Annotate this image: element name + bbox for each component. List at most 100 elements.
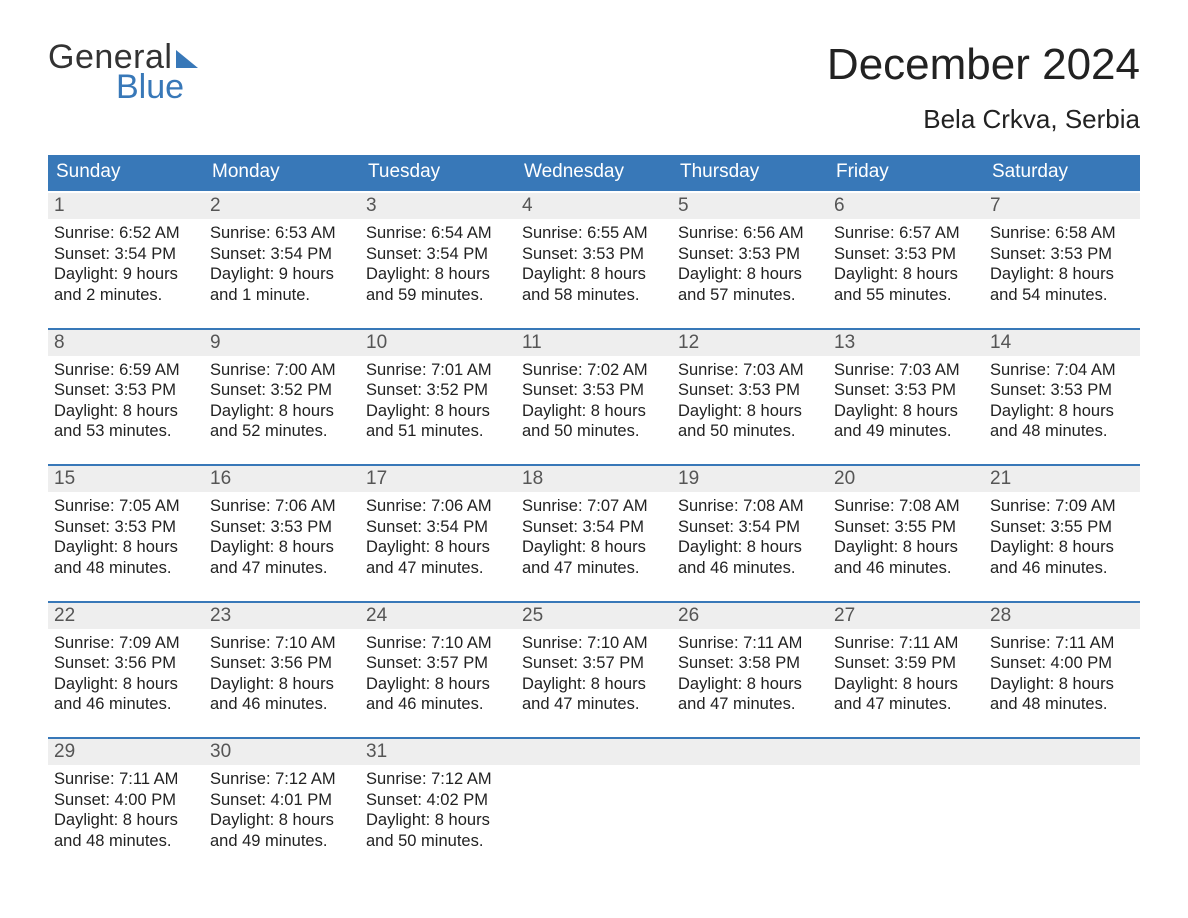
sunset-line: Sunset: 4:00 PM (54, 790, 198, 811)
day-number: 26 (672, 603, 828, 629)
daylight-line-1: Daylight: 8 hours (990, 401, 1134, 422)
day-cell: Sunrise: 6:54 AMSunset: 3:54 PMDaylight:… (360, 219, 516, 312)
day-cell: Sunrise: 7:10 AMSunset: 3:56 PMDaylight:… (204, 629, 360, 722)
day-number: 22 (48, 603, 204, 629)
day-number: 15 (48, 466, 204, 492)
daylight-line-1: Daylight: 8 hours (366, 264, 510, 285)
day-number: 7 (984, 193, 1140, 219)
day-cell: Sunrise: 7:12 AMSunset: 4:01 PMDaylight:… (204, 765, 360, 858)
day-number-strip: 293031.... (48, 739, 1140, 765)
day-cell: Sunrise: 6:55 AMSunset: 3:53 PMDaylight:… (516, 219, 672, 312)
header: General Blue December 2024 Bela Crkva, S… (48, 40, 1140, 135)
sunset-line: Sunset: 3:53 PM (678, 244, 822, 265)
daylight-line-2: and 48 minutes. (990, 421, 1134, 442)
day-number: 4 (516, 193, 672, 219)
day-number: 8 (48, 330, 204, 356)
daylight-line-2: and 46 minutes. (210, 694, 354, 715)
sunrise-line: Sunrise: 7:08 AM (678, 496, 822, 517)
day-number: 9 (204, 330, 360, 356)
day-cell: Sunrise: 7:09 AMSunset: 3:56 PMDaylight:… (48, 629, 204, 722)
day-number: 23 (204, 603, 360, 629)
day-number: 13 (828, 330, 984, 356)
daylight-line-2: and 54 minutes. (990, 285, 1134, 306)
daylight-line-2: and 47 minutes. (522, 558, 666, 579)
daylight-line-1: Daylight: 8 hours (522, 264, 666, 285)
sunset-line: Sunset: 3:57 PM (366, 653, 510, 674)
week-row: 22232425262728Sunrise: 7:09 AMSunset: 3:… (48, 601, 1140, 722)
days-of-week-row: SundayMondayTuesdayWednesdayThursdayFrid… (48, 155, 1140, 191)
day-number: 19 (672, 466, 828, 492)
sunrise-line: Sunrise: 7:10 AM (522, 633, 666, 654)
sunset-line: Sunset: 3:58 PM (678, 653, 822, 674)
sunrise-line: Sunrise: 6:52 AM (54, 223, 198, 244)
sunrise-line: Sunrise: 7:08 AM (834, 496, 978, 517)
daylight-line-2: and 53 minutes. (54, 421, 198, 442)
daylight-line-2: and 58 minutes. (522, 285, 666, 306)
daylight-line-1: Daylight: 8 hours (366, 401, 510, 422)
daylight-line-1: Daylight: 9 hours (54, 264, 198, 285)
sunrise-line: Sunrise: 7:10 AM (210, 633, 354, 654)
day-number: 14 (984, 330, 1140, 356)
sunset-line: Sunset: 3:53 PM (834, 380, 978, 401)
dow-cell: Wednesday (516, 155, 672, 191)
day-cell: Sunrise: 7:09 AMSunset: 3:55 PMDaylight:… (984, 492, 1140, 585)
brand-sail-icon (176, 50, 198, 68)
week-row: 15161718192021Sunrise: 7:05 AMSunset: 3:… (48, 464, 1140, 585)
sunrise-line: Sunrise: 7:05 AM (54, 496, 198, 517)
daylight-line-2: and 48 minutes. (990, 694, 1134, 715)
daylight-line-1: Daylight: 8 hours (210, 810, 354, 831)
day-number-strip: 891011121314 (48, 330, 1140, 356)
day-cell: Sunrise: 7:08 AMSunset: 3:54 PMDaylight:… (672, 492, 828, 585)
day-cell: Sunrise: 7:11 AMSunset: 4:00 PMDaylight:… (984, 629, 1140, 722)
daylight-line-2: and 46 minutes. (678, 558, 822, 579)
daylight-line-2: and 1 minute. (210, 285, 354, 306)
daylight-line-1: Daylight: 8 hours (522, 537, 666, 558)
day-number: 11 (516, 330, 672, 356)
daylight-line-2: and 47 minutes. (522, 694, 666, 715)
daylight-line-2: and 49 minutes. (210, 831, 354, 852)
sunset-line: Sunset: 4:02 PM (366, 790, 510, 811)
daylight-line-1: Daylight: 8 hours (834, 674, 978, 695)
sunset-line: Sunset: 3:53 PM (990, 380, 1134, 401)
sunrise-line: Sunrise: 7:04 AM (990, 360, 1134, 381)
sunrise-line: Sunrise: 6:58 AM (990, 223, 1134, 244)
day-cell: Sunrise: 7:04 AMSunset: 3:53 PMDaylight:… (984, 356, 1140, 449)
sunrise-line: Sunrise: 7:12 AM (366, 769, 510, 790)
sunrise-line: Sunrise: 7:11 AM (834, 633, 978, 654)
daylight-line-1: Daylight: 8 hours (990, 674, 1134, 695)
day-cell: Sunrise: 6:58 AMSunset: 3:53 PMDaylight:… (984, 219, 1140, 312)
sunset-line: Sunset: 3:53 PM (990, 244, 1134, 265)
day-number: 1 (48, 193, 204, 219)
daylight-line-2: and 47 minutes. (210, 558, 354, 579)
daylight-line-1: Daylight: 8 hours (366, 537, 510, 558)
sunset-line: Sunset: 3:57 PM (522, 653, 666, 674)
day-number: 27 (828, 603, 984, 629)
daylight-line-1: Daylight: 8 hours (834, 537, 978, 558)
day-cell: Sunrise: 6:56 AMSunset: 3:53 PMDaylight:… (672, 219, 828, 312)
dow-cell: Thursday (672, 155, 828, 191)
daylight-line-1: Daylight: 8 hours (678, 401, 822, 422)
day-cell: Sunrise: 7:11 AMSunset: 3:59 PMDaylight:… (828, 629, 984, 722)
daylight-line-1: Daylight: 9 hours (210, 264, 354, 285)
day-cell: Sunrise: 7:11 AMSunset: 3:58 PMDaylight:… (672, 629, 828, 722)
daylight-line-1: Daylight: 8 hours (366, 674, 510, 695)
daylight-line-2: and 47 minutes. (678, 694, 822, 715)
calendar: SundayMondayTuesdayWednesdayThursdayFrid… (48, 155, 1140, 858)
sunset-line: Sunset: 3:52 PM (210, 380, 354, 401)
day-number: 6 (828, 193, 984, 219)
sunset-line: Sunset: 3:54 PM (366, 517, 510, 538)
sunset-line: Sunset: 4:00 PM (990, 653, 1134, 674)
day-cell: Sunrise: 7:08 AMSunset: 3:55 PMDaylight:… (828, 492, 984, 585)
sunrise-line: Sunrise: 7:11 AM (54, 769, 198, 790)
day-number: 16 (204, 466, 360, 492)
day-cell: Sunrise: 7:06 AMSunset: 3:54 PMDaylight:… (360, 492, 516, 585)
daylight-line-1: Daylight: 8 hours (54, 810, 198, 831)
day-number-strip: 22232425262728 (48, 603, 1140, 629)
sunrise-line: Sunrise: 6:54 AM (366, 223, 510, 244)
daylight-line-2: and 48 minutes. (54, 558, 198, 579)
daylight-line-1: Daylight: 8 hours (210, 674, 354, 695)
day-number: 18 (516, 466, 672, 492)
daylight-line-1: Daylight: 8 hours (54, 401, 198, 422)
daylight-line-2: and 48 minutes. (54, 831, 198, 852)
brand-word-2: Blue (116, 70, 198, 104)
